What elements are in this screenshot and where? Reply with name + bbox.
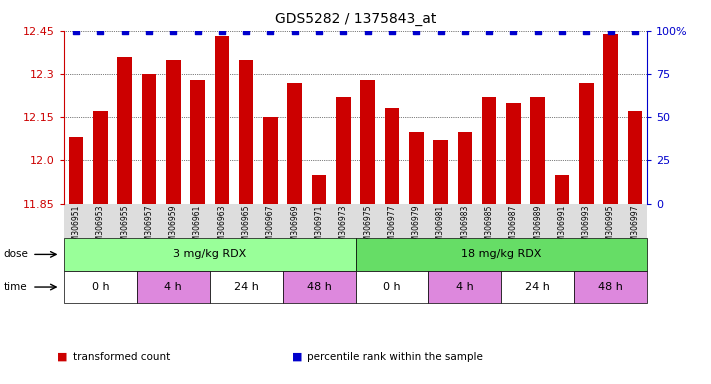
- Text: 24 h: 24 h: [234, 282, 259, 292]
- Bar: [239, 60, 253, 204]
- Bar: [311, 175, 326, 204]
- Point: [410, 28, 422, 34]
- Text: 24 h: 24 h: [525, 282, 550, 292]
- Bar: [336, 97, 351, 204]
- Text: 48 h: 48 h: [306, 282, 331, 292]
- Text: GDS5282 / 1375843_at: GDS5282 / 1375843_at: [275, 12, 436, 25]
- Point: [264, 28, 276, 34]
- Bar: [555, 175, 570, 204]
- Bar: [360, 79, 375, 204]
- Point: [144, 28, 155, 34]
- Bar: [117, 56, 132, 204]
- Point: [532, 28, 543, 34]
- Bar: [530, 97, 545, 204]
- Point: [556, 28, 567, 34]
- Text: ■: ■: [57, 352, 68, 362]
- Point: [216, 28, 228, 34]
- Point: [629, 28, 641, 34]
- Text: dose: dose: [4, 249, 28, 260]
- Text: 4 h: 4 h: [164, 282, 182, 292]
- Point: [95, 28, 106, 34]
- Bar: [506, 103, 520, 204]
- Point: [314, 28, 325, 34]
- Point: [362, 28, 373, 34]
- Point: [168, 28, 179, 34]
- Point: [459, 28, 471, 34]
- Bar: [482, 97, 496, 204]
- Point: [435, 28, 447, 34]
- Bar: [69, 137, 83, 204]
- Point: [70, 28, 82, 34]
- Text: 0 h: 0 h: [92, 282, 109, 292]
- Point: [240, 28, 252, 34]
- Point: [508, 28, 519, 34]
- Text: percentile rank within the sample: percentile rank within the sample: [307, 352, 483, 362]
- Bar: [628, 111, 642, 204]
- Bar: [141, 74, 156, 204]
- Bar: [385, 108, 399, 204]
- Bar: [409, 131, 424, 204]
- Point: [581, 28, 592, 34]
- Text: ■: ■: [292, 352, 302, 362]
- Point: [605, 28, 616, 34]
- Bar: [263, 117, 278, 204]
- Bar: [433, 140, 448, 204]
- Bar: [579, 83, 594, 204]
- Text: 18 mg/kg RDX: 18 mg/kg RDX: [461, 249, 542, 260]
- Text: 0 h: 0 h: [383, 282, 401, 292]
- Text: 4 h: 4 h: [456, 282, 474, 292]
- Point: [386, 28, 397, 34]
- Bar: [603, 33, 618, 204]
- Point: [192, 28, 203, 34]
- Text: time: time: [4, 282, 27, 292]
- Bar: [191, 79, 205, 204]
- Point: [289, 28, 301, 34]
- Bar: [287, 83, 302, 204]
- Point: [483, 28, 495, 34]
- Point: [338, 28, 349, 34]
- Bar: [215, 36, 229, 204]
- Bar: [166, 60, 181, 204]
- Text: 48 h: 48 h: [598, 282, 623, 292]
- Bar: [457, 131, 472, 204]
- Text: 3 mg/kg RDX: 3 mg/kg RDX: [173, 249, 247, 260]
- Text: transformed count: transformed count: [73, 352, 170, 362]
- Point: [119, 28, 130, 34]
- Bar: [93, 111, 107, 204]
